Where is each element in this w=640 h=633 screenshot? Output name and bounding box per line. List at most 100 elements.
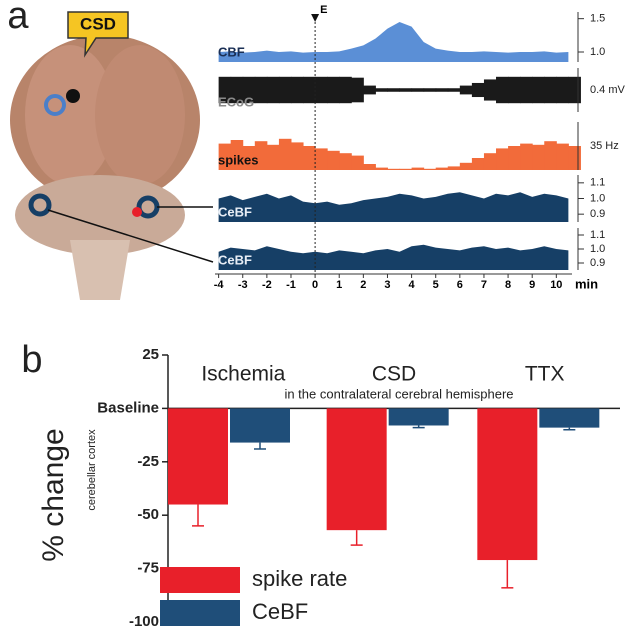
trace-bar [411, 167, 425, 170]
y-tick-label: 0.9 [590, 208, 605, 220]
trace-bar [399, 168, 413, 170]
x-axis-label: min [575, 276, 598, 291]
trace-area [218, 192, 569, 222]
trace-bar [242, 146, 256, 170]
trace-segment [387, 88, 401, 92]
trace-segment [496, 76, 509, 104]
trace-bar [315, 148, 328, 170]
panel-label: b [21, 339, 42, 381]
y-axis-label: % change [37, 428, 70, 561]
trace-segment [363, 85, 376, 95]
category-label: TTX [525, 363, 565, 386]
trace-segment [568, 76, 581, 104]
bar [388, 408, 449, 426]
x-tick-label: -4 [214, 279, 225, 291]
x-tick-label: 1 [336, 279, 342, 291]
bar [230, 408, 290, 443]
trace-segment [218, 76, 232, 104]
scale-label: 0.4 mV [590, 84, 626, 96]
trace-bar [266, 144, 280, 170]
trace-segment [520, 76, 533, 104]
bar [168, 408, 228, 505]
trace-bar [303, 146, 316, 170]
trace-bar [375, 167, 388, 170]
legend-swatch [160, 600, 240, 626]
y-tick-label: -100 [129, 613, 159, 630]
trace-segment [339, 76, 352, 104]
trace-bar [278, 138, 292, 170]
trace-segment [423, 88, 437, 92]
event-label: E [320, 4, 327, 16]
trace-segment [327, 76, 340, 104]
y-tick-label: 1.5 [590, 13, 605, 25]
trace-segment [315, 76, 328, 104]
trace-segment [254, 76, 268, 104]
trace-bar [254, 141, 268, 170]
trace-segment [556, 76, 569, 104]
trace-bar [544, 141, 557, 170]
y-axis-sublabel: cerebellar cortex [86, 429, 98, 511]
bar [326, 408, 387, 531]
bar [539, 408, 600, 428]
trace-bar [459, 162, 473, 170]
category-label: CSD [372, 363, 416, 386]
trace-bar [483, 153, 497, 170]
trace-segment [278, 76, 292, 104]
brain-label: CSD [80, 14, 116, 33]
trace-bar [496, 148, 509, 170]
y-tick-label: -25 [137, 453, 159, 470]
x-tick-label: 9 [529, 279, 535, 291]
event-arrow [311, 14, 320, 22]
x-tick-label: 6 [457, 279, 463, 291]
y-tick-label: 1.0 [590, 243, 605, 255]
x-tick-label: 10 [550, 279, 562, 291]
trace-segment [290, 76, 304, 104]
trace-bar [423, 168, 437, 170]
trace-bar [351, 155, 364, 170]
scale-label: 35 Hz [590, 140, 619, 152]
trace-bar [387, 168, 401, 170]
y-tick-label: -75 [137, 560, 159, 577]
y-tick-label: 1.0 [590, 46, 605, 58]
trace-bar [339, 153, 352, 170]
trace-segment [483, 79, 497, 101]
x-tick-label: 8 [505, 279, 511, 291]
x-tick-label: -1 [286, 279, 296, 291]
trace-segment [375, 88, 388, 92]
y-tick-label: 1.1 [590, 229, 605, 241]
trace-bar [363, 164, 376, 170]
legend-label: spike rate [252, 566, 347, 591]
trace-bar [556, 143, 569, 170]
trace-segment [435, 88, 449, 92]
trace-label: CBF [218, 44, 245, 59]
bar [477, 408, 538, 561]
trace-segment [459, 85, 473, 95]
x-tick-label: 3 [384, 279, 390, 291]
x-tick-label: -3 [238, 279, 248, 291]
x-tick-label: 0 [312, 279, 318, 291]
y-tick-label: 25 [142, 346, 159, 363]
trace-bar [435, 167, 449, 170]
trace-segment [242, 76, 256, 104]
trace-bar [447, 166, 461, 170]
x-tick-label: 7 [481, 279, 487, 291]
trace-area [218, 22, 569, 62]
trace-segment [266, 76, 280, 104]
trace-bar [218, 143, 232, 170]
trace-segment [508, 76, 521, 104]
trace-segment [411, 88, 425, 92]
trace-segment [544, 76, 557, 104]
x-tick-label: 2 [360, 279, 366, 291]
y-tick-label: 0.9 [590, 257, 605, 269]
trace-label: ECoG [218, 94, 254, 109]
y-tick-label: Baseline [97, 399, 159, 416]
trace-segment [351, 77, 364, 103]
trace-segment [230, 76, 244, 104]
trace-label: CeBF [218, 252, 252, 267]
trace-bar [508, 146, 521, 170]
brain-illustration [10, 11, 214, 300]
trace-bar [568, 146, 581, 170]
x-tick-label: -2 [262, 279, 272, 291]
trace-bar [327, 150, 340, 170]
trace-bar [520, 143, 533, 170]
